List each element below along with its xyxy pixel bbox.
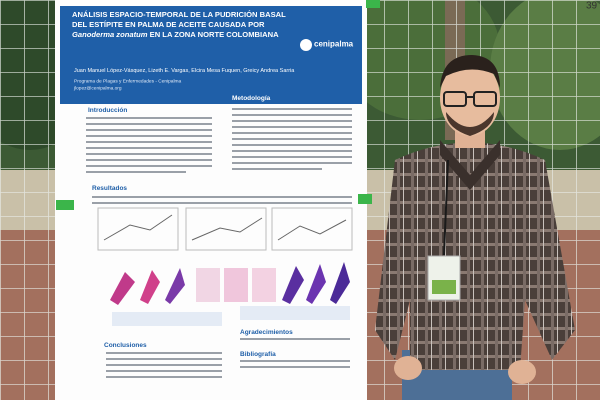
figure [185, 207, 267, 251]
figure [271, 207, 353, 251]
map [306, 264, 326, 304]
person [375, 55, 575, 400]
beard [446, 112, 494, 136]
figure-line [277, 219, 347, 241]
hand [508, 360, 536, 384]
section-heading: Introducción [88, 107, 127, 114]
title-part: EN LA ZONA NORTE COLOMBIANA [147, 29, 279, 39]
poster-title-box: ANÁLISIS ESPACIO-TEMPORAL DE LA PUDRICIÓ… [72, 10, 294, 40]
poster: ANÁLISIS ESPACIO-TEMPORAL DE LA PUDRICIÓ… [55, 0, 380, 400]
clip [358, 194, 372, 204]
map [165, 268, 185, 304]
hand [394, 356, 422, 380]
map [224, 268, 248, 302]
table [112, 312, 222, 326]
map [330, 262, 350, 304]
shirt [375, 142, 575, 370]
body-text [86, 108, 352, 378]
title-part: ANÁLISIS ESPACIO-TEMPORAL DE LA PUDRICIÓ… [72, 10, 286, 29]
lanyard [443, 159, 449, 256]
map [140, 270, 160, 304]
title-part: Ganoderma zonatum [72, 29, 148, 39]
badge-logo [432, 280, 456, 294]
corner-number: 39 [586, 0, 598, 11]
figure-line [103, 214, 173, 241]
collar [440, 140, 500, 190]
map [110, 272, 135, 305]
map [196, 268, 220, 302]
section-heading: Resultados [92, 185, 127, 192]
section-heading: Bibliografía [240, 351, 276, 358]
table [240, 306, 350, 320]
clip [366, 0, 380, 8]
section-heading: Metodología [232, 95, 271, 102]
poster-title: ANÁLISIS ESPACIO-TEMPORAL DE LA PUDRICIÓ… [72, 10, 294, 40]
section-heading: Agradecimientos [240, 329, 293, 336]
figures [97, 207, 353, 326]
figure [97, 207, 179, 251]
poster-affiliation: Programa de Plagas y Enfermedades - Ceni… [74, 78, 182, 84]
logo-mark [300, 39, 312, 51]
poster-logo: cenipalma [314, 40, 354, 49]
clip [56, 200, 74, 210]
hair [440, 55, 500, 88]
poster-authors: Juan Manuel López-Vásquez, Lizeth E. Var… [74, 68, 295, 74]
poster-email: jlopez@cenipalma.org [73, 85, 122, 91]
section-heading: Conclusiones [104, 342, 147, 349]
glasses [473, 91, 497, 107]
figure-line [191, 217, 263, 241]
map [282, 266, 304, 304]
glasses [443, 91, 467, 107]
poster-header [60, 6, 362, 104]
map [252, 268, 276, 302]
